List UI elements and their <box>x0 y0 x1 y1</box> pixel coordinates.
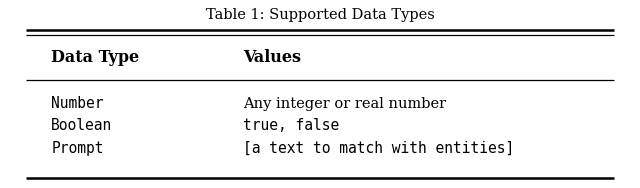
Text: true, false: true, false <box>243 118 339 133</box>
Text: Table 1: Supported Data Types: Table 1: Supported Data Types <box>205 8 435 22</box>
Text: [a text to match with entities]: [a text to match with entities] <box>243 140 515 155</box>
Text: Data Type: Data Type <box>51 49 140 67</box>
Text: Boolean: Boolean <box>51 118 113 133</box>
Text: Prompt: Prompt <box>51 140 104 155</box>
Text: Any integer or real number: Any integer or real number <box>243 97 446 111</box>
Text: Number: Number <box>51 96 104 111</box>
Text: Values: Values <box>243 49 301 67</box>
